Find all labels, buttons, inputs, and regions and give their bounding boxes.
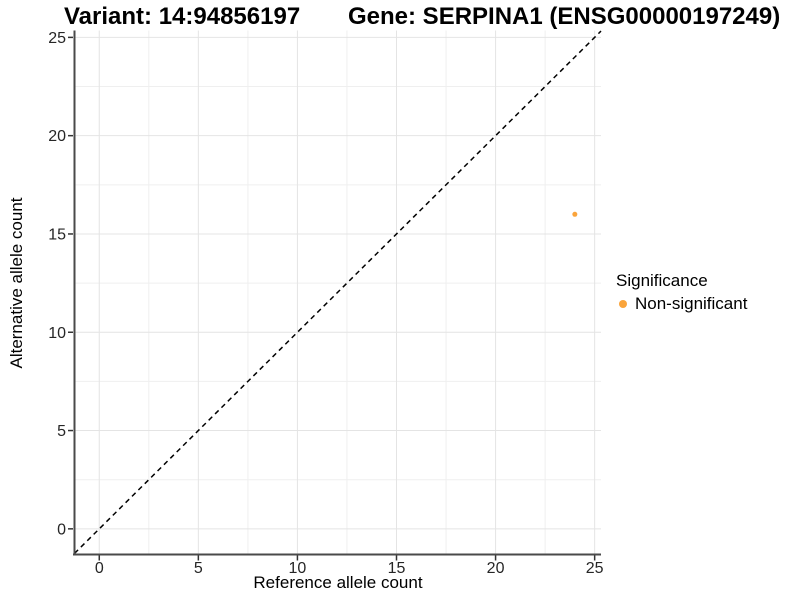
y-tick-label: 0 — [57, 521, 66, 538]
x-tick-label: 20 — [487, 560, 505, 577]
y-tick-label: 20 — [48, 128, 66, 145]
plot-title-gene: Gene: SERPINA1 (ENSG00000197249) — [348, 3, 781, 30]
x-tick-label: 25 — [586, 560, 604, 577]
legend-item-non-significant: Non-significant — [616, 294, 747, 314]
legend-item-label: Non-significant — [635, 294, 748, 313]
legend-title: Significance — [616, 271, 708, 290]
y-tick-label: 25 — [48, 30, 66, 47]
plot-title-variant: Variant: 14:94856197 — [64, 3, 301, 30]
legend: Significance Non-significant — [616, 271, 747, 314]
legend-point-icon — [619, 300, 627, 308]
y-tick-label: 5 — [57, 423, 66, 440]
x-tick-label: 5 — [194, 560, 203, 577]
y-tick-label: 15 — [48, 226, 66, 243]
data-point — [572, 211, 578, 217]
x-axis-title: Reference allele count — [253, 573, 423, 592]
y-axis-title: Alternative allele count — [7, 197, 26, 369]
x-tick-label: 0 — [95, 560, 104, 577]
identity-line — [73, 30, 602, 554]
x-tick-label: 10 — [289, 560, 307, 577]
y-tick-label: 10 — [48, 325, 66, 342]
x-tick-label: 15 — [388, 560, 406, 577]
